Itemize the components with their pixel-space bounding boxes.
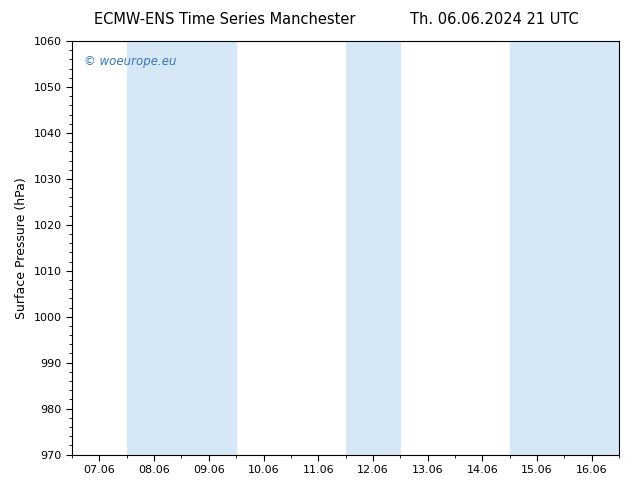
Bar [510, 41, 564, 455]
Bar [346, 41, 400, 455]
Y-axis label: Surface Pressure (hPa): Surface Pressure (hPa) [15, 177, 28, 318]
Bar [127, 41, 181, 455]
Bar [181, 41, 236, 455]
Text: Th. 06.06.2024 21 UTC: Th. 06.06.2024 21 UTC [410, 12, 579, 27]
Bar [564, 41, 619, 455]
Text: ECMW-ENS Time Series Manchester: ECMW-ENS Time Series Manchester [94, 12, 356, 27]
Text: © woeurope.eu: © woeurope.eu [84, 55, 177, 68]
